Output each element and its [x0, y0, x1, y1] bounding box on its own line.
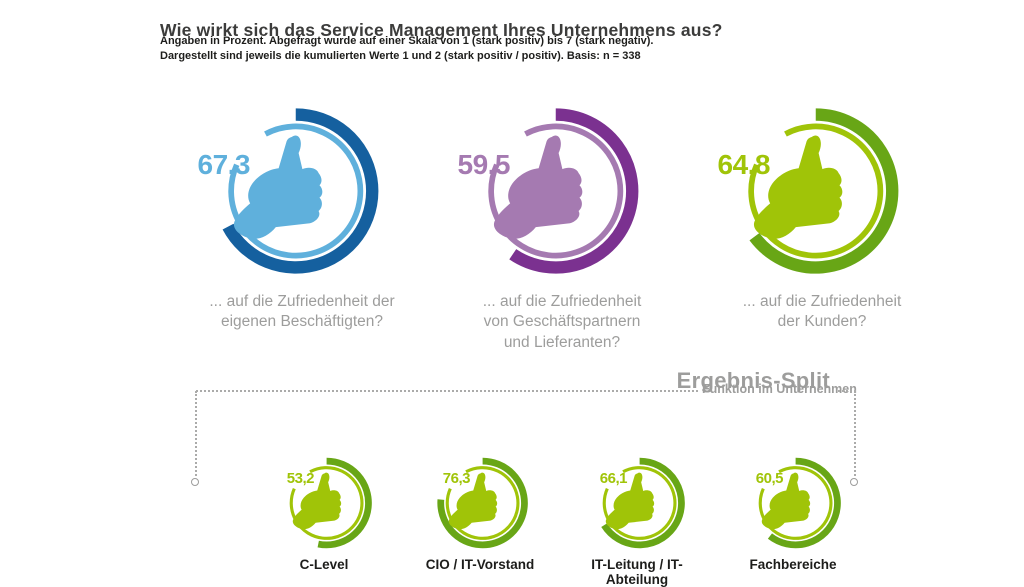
page-subtitle-line1: Angaben in Prozent. Abgefragt wurde auf … [160, 35, 654, 47]
thumbs-up-icon [233, 135, 323, 239]
bracket-line-horizontal-right [838, 390, 856, 392]
bracket-line-horizontal-left [196, 390, 698, 392]
gauge-progress-arc [509, 108, 639, 274]
gauge-progress-arc [767, 457, 841, 549]
split-section-title: Ergebnis-Split [676, 368, 830, 394]
gauge-partner-satisfaction: 59,5 ... auf die Zufriedenheit von Gesch… [446, 96, 666, 353]
thumbs-up-gauge-icon [222, 108, 379, 274]
gauge-it-leitung-abteilung: 66,1 IT-Leitung / IT-Abteilung [585, 451, 695, 587]
gauge-value: 66,1 [599, 470, 628, 487]
bracket-endpoint-circle-right [850, 478, 858, 486]
gauge-progress-arc [317, 457, 372, 549]
thumbs-up-gauge-icon [488, 108, 639, 274]
thumbs-up-gauge-icon [748, 108, 899, 274]
thumbs-up-gauge-icon [601, 457, 685, 549]
gauge-caption: ... auf die Zufriedenheit der eigenen Be… [209, 293, 395, 331]
gauge-c-level: 53,2 C-Level [272, 451, 382, 572]
thumbs-up-icon [761, 472, 811, 530]
split-section-subtitle: Funktion im Unternehmen [702, 382, 857, 396]
thumbs-up-gauge-icon [758, 457, 841, 549]
thumbs-up-icon [448, 472, 498, 530]
gauge-value: 53,2 [286, 470, 315, 487]
bracket-line-vertical-left [195, 391, 197, 476]
gauge-progress-arc [601, 457, 685, 549]
gauge-caption: ... auf die Zufriedenheit von Geschäftsp… [482, 293, 642, 351]
gauge-customer-satisfaction: 64,8 ... auf die Zufriedenheit der Kunde… [706, 96, 926, 333]
page-title: Wie wirkt sich das Service Management Ih… [160, 19, 723, 40]
gauge-label: IT-Leitung / IT-Abteilung [591, 557, 683, 587]
thumbs-up-icon [605, 472, 655, 530]
gauge-caption: ... auf die Zufriedenheit der Kunden? [742, 293, 902, 331]
thumbs-up-gauge-icon [437, 457, 528, 549]
page-subtitle-line2: Dargestellt sind jeweils die kumulierten… [160, 50, 641, 62]
gauge-progress-arc [749, 108, 899, 274]
thumbs-up-icon [493, 135, 583, 239]
bracket-endpoint-circle-left [191, 478, 199, 486]
gauge-label: CIO / IT-Vorstand [425, 557, 535, 572]
gauge-value: 64,8 [717, 149, 771, 180]
thumbs-up-icon [292, 472, 342, 530]
gauge-value: 67,3 [197, 149, 251, 180]
thumbs-up-gauge-icon [289, 457, 372, 549]
gauge-progress-arc [437, 457, 528, 549]
gauge-cio-it-vorstand: 76,3 CIO / IT-Vorstand [426, 451, 538, 572]
gauge-label: Fachbereiche [749, 557, 837, 572]
gauge-value: 59,5 [457, 149, 511, 180]
gauge-fachbereiche: 60,5 Fachbereiche [741, 451, 851, 572]
bracket-line-vertical-right [854, 391, 856, 476]
gauge-progress-arc [222, 108, 379, 274]
gauge-value: 60,5 [755, 470, 784, 487]
thumbs-up-icon [753, 135, 843, 239]
gauge-value: 76,3 [442, 470, 471, 487]
gauge-label: C-Level [299, 557, 349, 572]
gauge-employee-satisfaction: 67,3 ... auf die Zufriedenheit der eigen… [186, 96, 406, 333]
